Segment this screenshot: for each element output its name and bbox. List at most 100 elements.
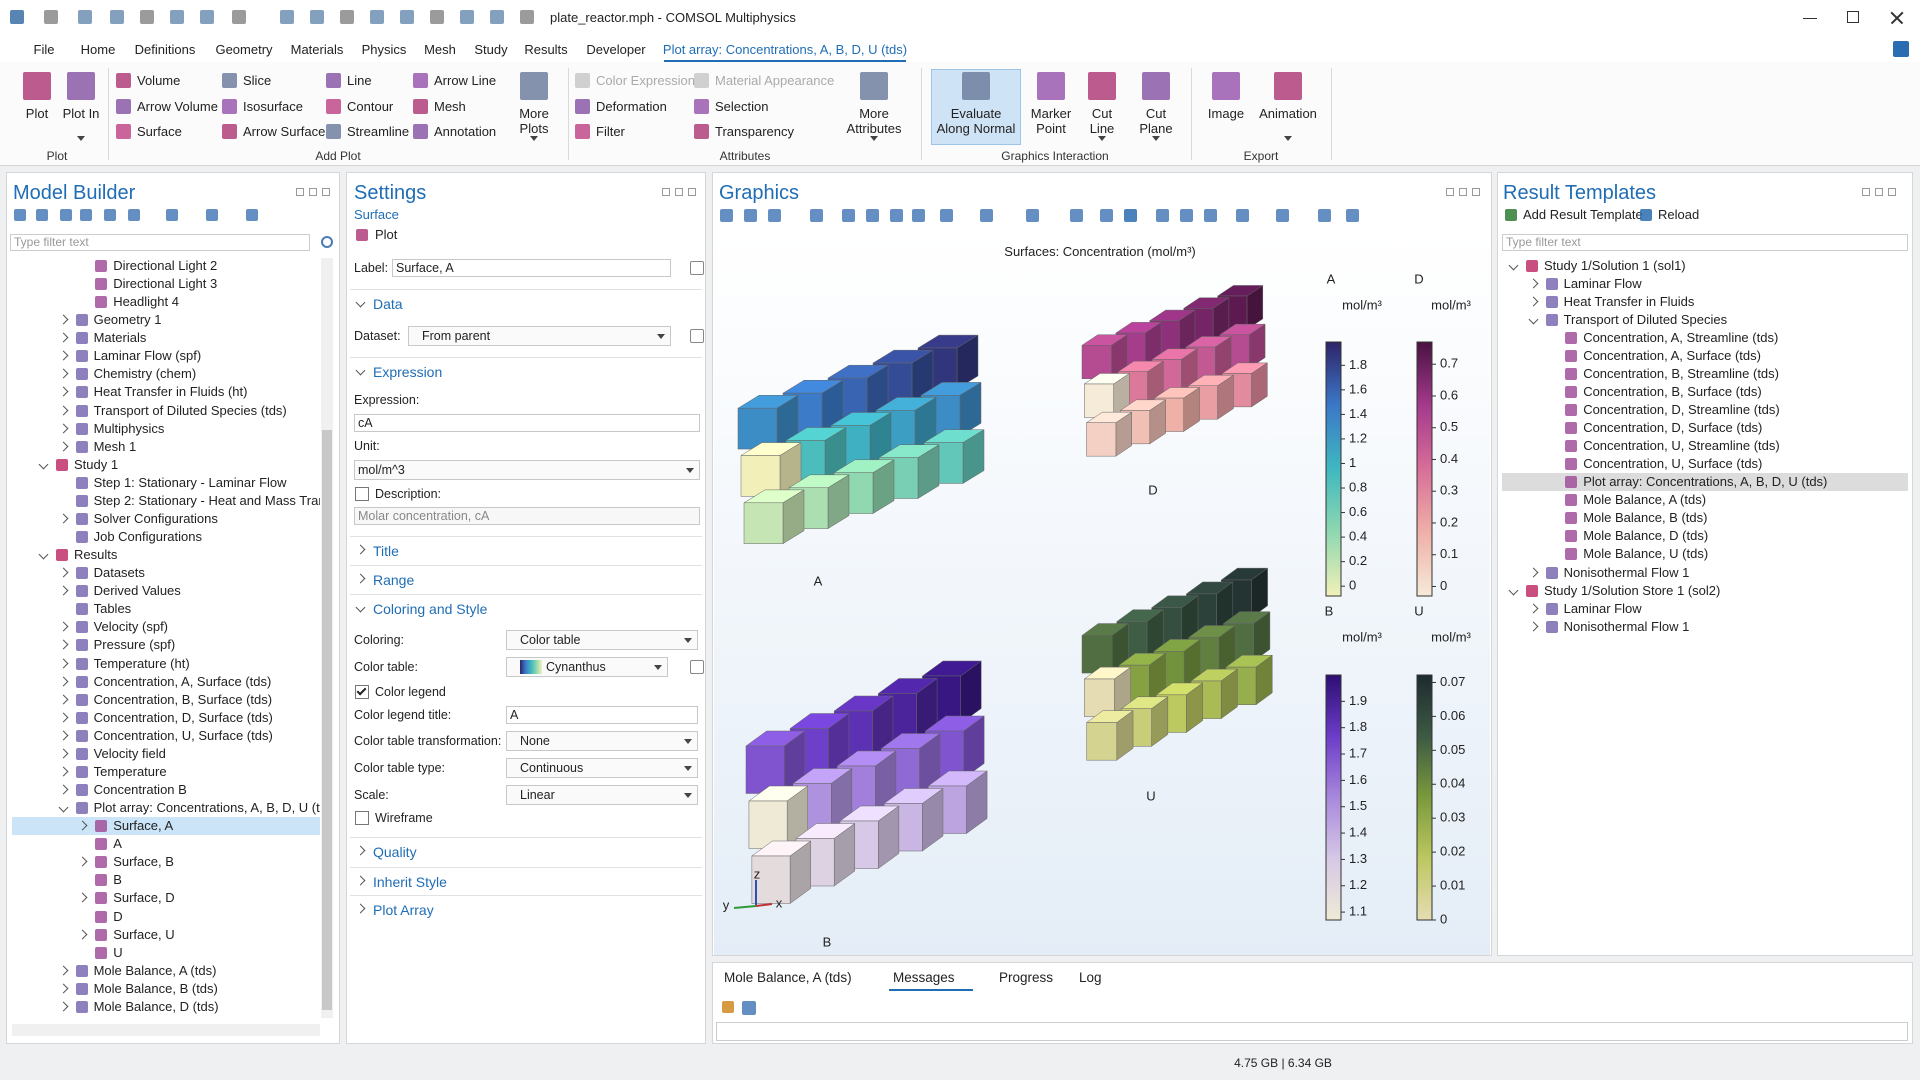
tree-item[interactable]: Multiphysics <box>93 420 165 436</box>
expander[interactable] <box>58 640 69 650</box>
expander[interactable] <box>58 766 69 777</box>
ribbon-button[interactable]: Streamline <box>347 124 410 139</box>
dropdown[interactable] <box>354 460 700 480</box>
expander[interactable] <box>38 459 49 470</box>
checkbox[interactable] <box>355 811 369 825</box>
menu-item[interactable]: Mesh <box>424 42 456 57</box>
dropdown[interactable] <box>506 657 668 677</box>
tree-item[interactable]: Concentration B <box>93 782 187 798</box>
help[interactable] <box>1893 41 1909 57</box>
tree-item[interactable]: Tables <box>93 601 132 617</box>
tree-item[interactable]: Concentration, A, Surface (tds) <box>93 673 272 689</box>
ribbon-button[interactable]: Cut Line <box>1089 106 1115 136</box>
expander[interactable] <box>58 658 69 668</box>
tree-item[interactable]: Mole Balance, A (tds) <box>1583 492 1707 508</box>
expander[interactable] <box>58 965 69 976</box>
menu-item[interactable]: Geometry <box>215 42 273 57</box>
ribbon-button[interactable]: Cut Plane <box>1139 106 1173 136</box>
tree-item[interactable]: Concentration, U, Streamline (tds) <box>1583 438 1780 454</box>
expander[interactable] <box>58 441 69 452</box>
ribbon-button[interactable]: Volume <box>137 73 181 88</box>
tree-item[interactable]: B <box>113 872 122 888</box>
tab[interactable]: Mole Balance, A (tds) <box>724 970 852 985</box>
ribbon-button[interactable]: Plot <box>25 106 49 121</box>
tree-item[interactable]: Plot array: Concentrations, A, B, D, U (… <box>1583 474 1828 490</box>
tree-item[interactable]: Concentration, B, Surface (tds) <box>1583 384 1762 400</box>
dropdown[interactable] <box>506 758 698 778</box>
ribbon-button[interactable]: Isosurface <box>243 99 303 114</box>
menu-item[interactable]: Physics <box>361 42 407 57</box>
tree-item[interactable]: Concentration, A, Streamline (tds) <box>1583 330 1779 346</box>
text-field[interactable] <box>354 414 700 432</box>
ribbon-button[interactable]: More Plots <box>519 106 549 136</box>
tree-item[interactable]: Headlight 4 <box>113 294 179 310</box>
checkbox[interactable] <box>355 487 369 501</box>
tree-item[interactable]: Concentration, U, Surface (tds) <box>1583 456 1763 472</box>
expander[interactable] <box>58 314 69 325</box>
expander[interactable] <box>58 730 69 741</box>
expander[interactable] <box>1528 603 1539 614</box>
tree-item[interactable]: Concentration, A, Surface (tds) <box>1583 348 1761 364</box>
tree-item[interactable]: Mole Balance, B (tds) <box>93 980 218 996</box>
expander[interactable] <box>58 802 69 813</box>
tree-item[interactable]: Surface, A <box>113 818 174 834</box>
ribbon-button[interactable]: Contour <box>347 99 394 114</box>
tree-item[interactable]: Mole Balance, D (tds) <box>93 998 219 1014</box>
menu-item[interactable]: Results <box>524 42 568 57</box>
tree-item[interactable]: Solver Configurations <box>93 510 218 526</box>
ribbon-button[interactable]: Deformation <box>596 99 667 114</box>
tree-item[interactable]: U <box>113 944 123 960</box>
expander[interactable] <box>1528 314 1539 325</box>
tree-item[interactable]: Directional Light 3 <box>113 276 218 292</box>
ribbon-button[interactable]: Annotation <box>434 124 497 139</box>
ribbon-button[interactable]: Arrow Line <box>434 73 497 88</box>
checkbox[interactable] <box>355 685 369 699</box>
tab[interactable]: Progress <box>999 970 1054 985</box>
tree-item[interactable]: Results <box>74 547 118 563</box>
expander[interactable] <box>58 676 69 687</box>
ribbon-button[interactable]: Color Expression <box>596 73 695 88</box>
tree-item[interactable]: Surface, U <box>113 926 175 942</box>
ribbon-button[interactable]: Slice <box>243 73 272 88</box>
expander[interactable] <box>58 712 69 723</box>
expander[interactable] <box>77 929 88 940</box>
expander[interactable] <box>58 350 69 361</box>
tree-item[interactable]: Surface, D <box>113 890 175 906</box>
tree-item[interactable]: Chemistry (chem) <box>93 366 197 382</box>
expander[interactable] <box>58 368 69 379</box>
tree-item[interactable]: Concentration, D, Surface (tds) <box>1583 420 1763 436</box>
expander[interactable] <box>58 567 69 578</box>
ribbon-button[interactable]: Image <box>1207 106 1245 121</box>
expander[interactable] <box>58 423 69 434</box>
tree-item[interactable]: Step 1: Stationary - Laminar Flow <box>93 474 287 490</box>
expander[interactable] <box>1528 621 1539 632</box>
tree-item[interactable]: Concentration, D, Streamline (tds) <box>1583 402 1780 418</box>
tree-item[interactable]: Mole Balance, U (tds) <box>94 1017 219 1018</box>
expander[interactable] <box>1528 567 1539 577</box>
icon-button[interactable] <box>690 329 704 343</box>
tree-item[interactable]: Step 2: Stationary - Heat and Mass Trans… <box>93 492 320 508</box>
menu-item[interactable]: Study <box>474 42 508 57</box>
ribbon-button[interactable]: Mesh <box>434 99 466 114</box>
expander[interactable] <box>58 585 69 596</box>
tree-item[interactable]: Materials <box>93 330 147 346</box>
tree-item[interactable]: Mole Balance, A (tds) <box>93 962 217 978</box>
tree-item[interactable]: Temperature (ht) <box>93 655 190 671</box>
section-title[interactable]: Coloring and Style <box>373 601 488 617</box>
section-title[interactable]: Range <box>373 572 415 588</box>
tree-item[interactable]: Mole Balance, D (tds) <box>1583 528 1709 544</box>
tab[interactable]: Log <box>1079 970 1102 985</box>
expander[interactable] <box>58 784 69 795</box>
tree-item[interactable]: Velocity (spf) <box>93 619 169 635</box>
menu-item[interactable]: File <box>33 42 55 57</box>
expander[interactable] <box>1528 296 1539 307</box>
tree-item[interactable]: Study 1/Solution Store 1 (sol2) <box>1544 582 1721 598</box>
tree-item[interactable]: Surface, B <box>113 854 174 870</box>
expander[interactable] <box>58 332 69 343</box>
tree-item[interactable]: Temperature <box>93 763 167 779</box>
plot-button[interactable]: Plot <box>375 227 398 242</box>
dropdown[interactable] <box>506 630 698 650</box>
ribbon-button[interactable]: Material Appearance <box>715 73 835 88</box>
tree-item[interactable]: Heat Transfer in Fluids (ht) <box>93 384 248 400</box>
section-title[interactable]: Data <box>373 296 403 312</box>
